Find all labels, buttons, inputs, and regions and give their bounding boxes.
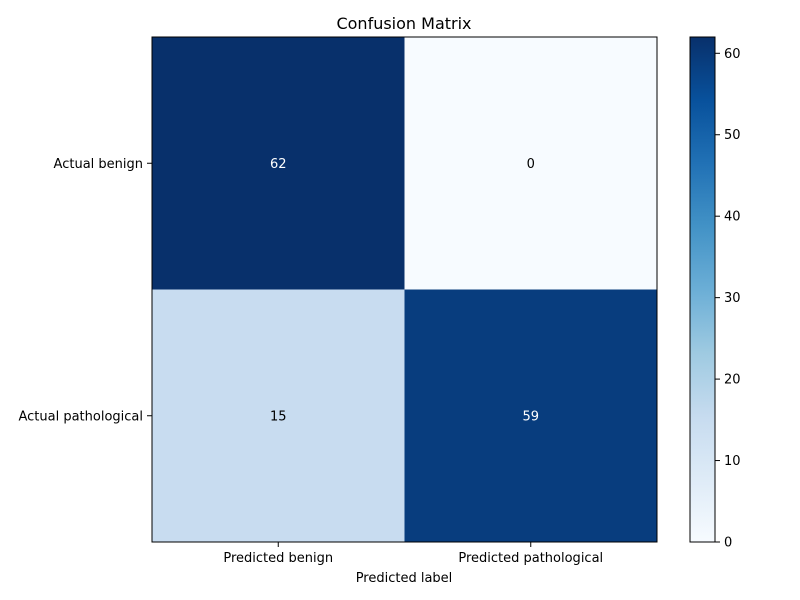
colorbar-ticks: 0 10 20 30 40 50 60 [715, 47, 741, 551]
heatmap-cell [404, 289, 657, 542]
cell-value-labels: 62 0 15 59 [270, 157, 539, 425]
colorbar-tick-label: 30 [724, 291, 741, 306]
colorbar-tick-label: 40 [724, 210, 741, 225]
x-tick-label: Predicted benign [223, 551, 333, 566]
colorbar-tick-label: 50 [724, 128, 741, 143]
heatmap-cell [404, 37, 657, 290]
cell-value-label: 62 [270, 157, 287, 172]
colorbar: 0 10 20 30 40 50 60 [689, 36, 741, 551]
colorbar-gradient [689, 36, 716, 543]
colorbar-tick-label: 60 [724, 47, 741, 62]
y-tick-label: Actual pathological [18, 409, 143, 424]
heatmap-cell [152, 289, 405, 542]
cell-value-label: 0 [527, 157, 535, 172]
colorbar-tick-label: 20 [724, 373, 741, 388]
colorbar-tick-label: 0 [724, 536, 732, 551]
cell-value-label: 59 [522, 409, 539, 424]
cell-value-label: 15 [270, 409, 287, 424]
y-axis-ticks: Actual benign Actual pathological [18, 157, 152, 424]
heatmap-cell [152, 37, 405, 290]
chart-title: Confusion Matrix [336, 14, 471, 33]
plot-frame [151, 36, 658, 543]
x-axis-ticks: Predicted benign Predicted pathological [223, 542, 603, 566]
heatmap-cells [152, 37, 657, 542]
x-tick-label: Predicted pathological [458, 551, 603, 566]
y-tick-label: Actual benign [54, 157, 143, 172]
x-axis-label: Predicted label [356, 571, 453, 586]
colorbar-tick-label: 10 [724, 454, 741, 469]
